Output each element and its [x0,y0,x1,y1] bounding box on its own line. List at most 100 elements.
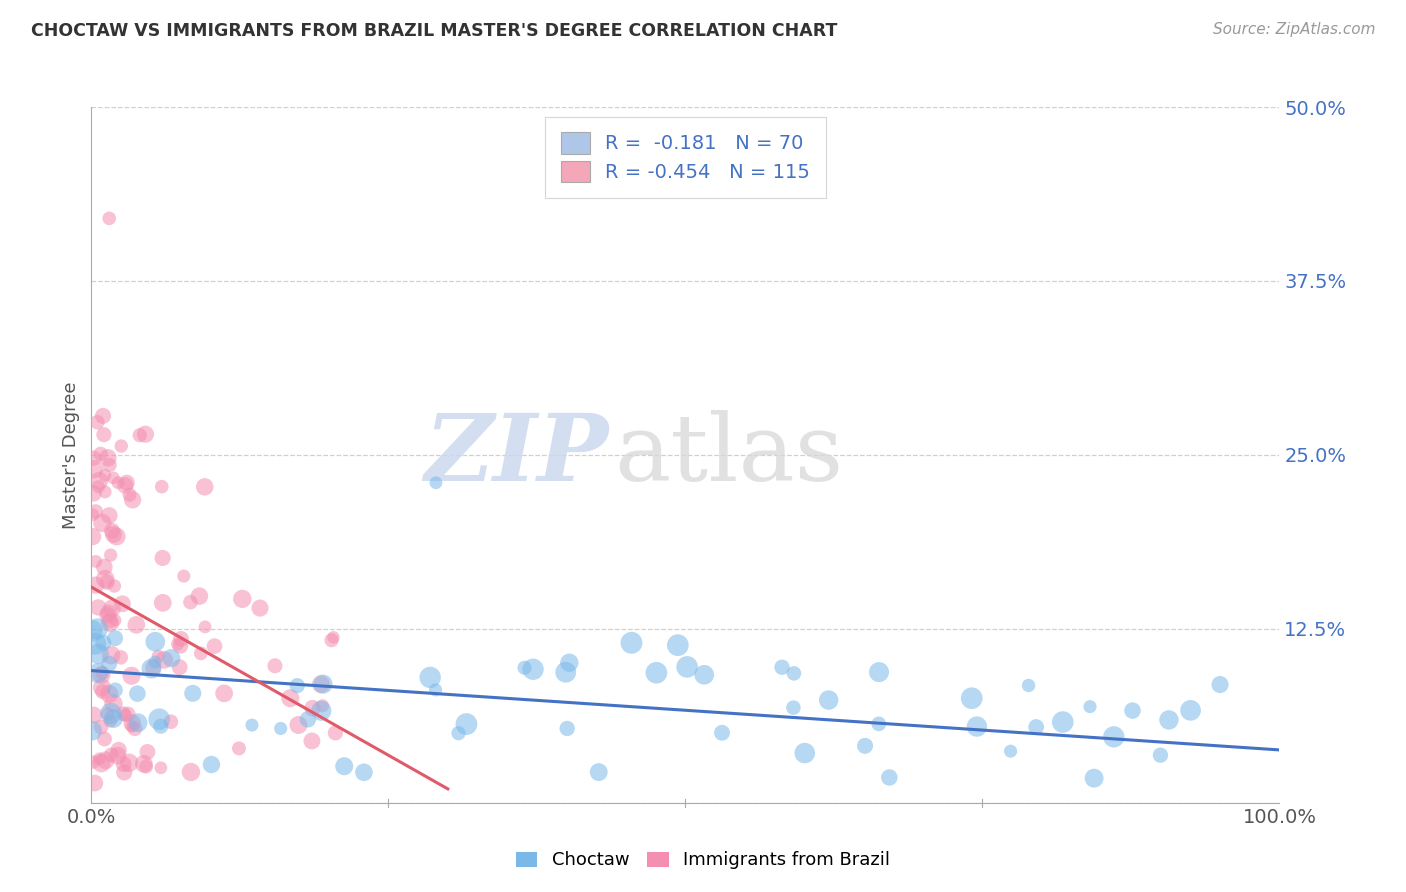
Point [301,701,323,715]
Point [645,665,668,680]
Point [121,492,143,507]
Point [425,475,447,490]
Point [1102,730,1125,744]
Point [297,712,319,726]
Point [91,666,114,681]
Point [513,661,536,675]
Point [100,648,122,662]
Point [301,734,323,748]
Point [93,427,115,442]
Point [693,667,716,681]
Point [83,776,105,790]
Point [118,756,141,770]
Point [87,647,110,661]
Point [311,704,333,718]
Point [554,665,576,680]
Point [83,462,105,476]
Point [249,601,271,615]
Point [107,748,129,763]
Point [107,475,129,490]
Point [425,682,447,697]
Point [447,726,470,740]
Point [1149,748,1171,763]
Point [143,634,166,648]
Point [1025,720,1047,734]
Point [80,624,103,638]
Point [1209,677,1232,691]
Point [87,600,110,615]
Point [456,717,478,731]
Point [98,508,121,523]
Point [97,706,120,721]
Point [83,486,105,500]
Point [1078,699,1101,714]
Point [117,707,139,722]
Point [98,211,121,226]
Point [127,687,149,701]
Point [90,668,112,682]
Point [94,485,117,500]
Point [125,618,148,632]
Point [124,722,146,736]
Point [96,575,118,590]
Point [89,752,111,766]
Text: Source: ZipAtlas.com: Source: ZipAtlas.com [1212,22,1375,37]
Point [353,765,375,780]
Point [783,666,806,681]
Point [100,548,122,562]
Point [212,686,235,700]
Point [278,691,301,706]
Point [166,637,188,651]
Point [89,474,111,488]
Point [121,719,143,733]
Point [112,757,135,772]
Point [149,761,172,775]
Point [114,708,136,723]
Point [228,741,250,756]
Point [142,660,165,674]
Point [1121,704,1143,718]
Point [93,560,115,574]
Point [98,687,121,701]
Legend: R =  -0.181   N = 70, R = -0.454   N = 115: R = -0.181 N = 70, R = -0.454 N = 115 [546,117,825,198]
Point [83,708,105,723]
Point [127,715,149,730]
Point [204,639,226,653]
Point [152,550,174,565]
Point [311,698,333,713]
Point [80,723,103,738]
Point [97,450,120,465]
Point [333,759,356,773]
Legend: Choctaw, Immigrants from Brazil: Choctaw, Immigrants from Brazil [506,842,900,879]
Point [96,608,118,623]
Point [148,712,170,726]
Point [121,715,143,730]
Point [141,662,163,676]
Text: CHOCTAW VS IMMIGRANTS FROM BRAZIL MASTER'S DEGREE CORRELATION CHART: CHOCTAW VS IMMIGRANTS FROM BRAZIL MASTER… [31,22,838,40]
Point [666,638,689,652]
Point [160,651,183,665]
Point [115,475,138,490]
Point [84,578,107,592]
Point [94,572,117,586]
Point [419,670,441,684]
Point [868,665,890,679]
Point [150,480,173,494]
Point [86,415,108,429]
Point [114,478,136,492]
Point [94,753,117,767]
Point [264,658,287,673]
Point [104,631,127,645]
Point [98,657,121,671]
Point [94,468,117,483]
Point [91,409,114,423]
Point [312,677,335,691]
Point [321,633,343,648]
Point [87,666,110,681]
Point [170,632,193,646]
Point [188,589,211,603]
Point [1000,744,1022,758]
Y-axis label: Master's Degree: Master's Degree [62,381,80,529]
Point [110,650,132,665]
Point [90,447,112,461]
